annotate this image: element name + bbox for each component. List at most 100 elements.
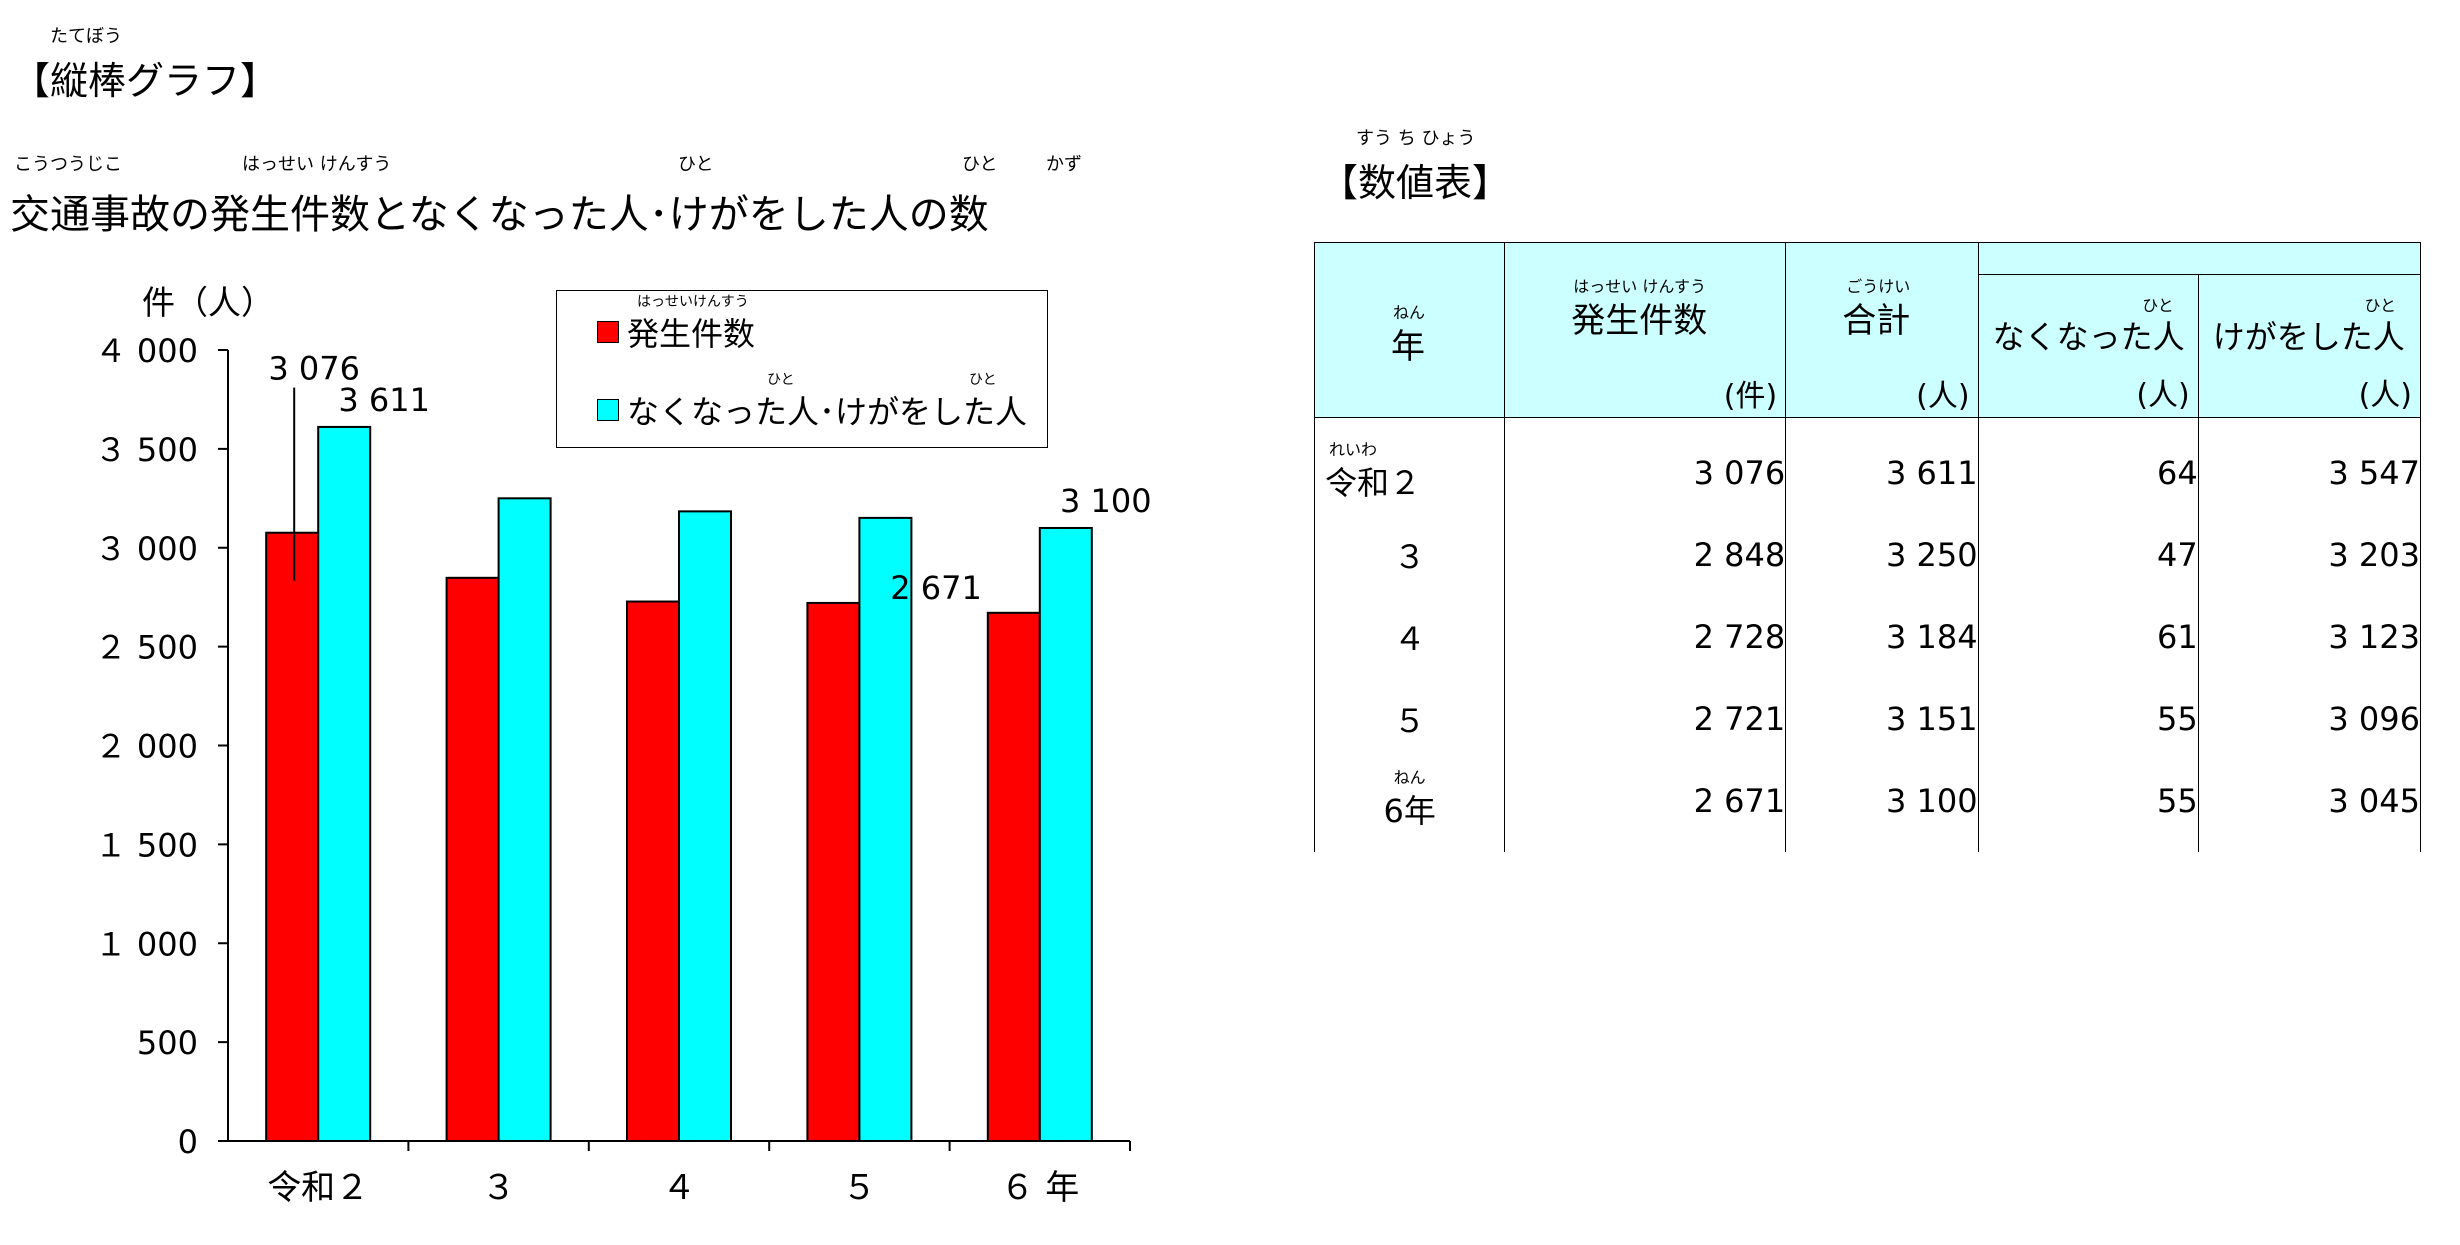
table-row: ねん 6年 2 671 3 100 55 3 045: [1313, 760, 2422, 852]
y-tick-label: ４ 000: [95, 332, 198, 370]
y-tick-label: ２ 000: [95, 728, 198, 766]
cell-total: 3 100: [1785, 760, 1979, 852]
col-deaths-ruby: ひと: [2142, 295, 2174, 315]
cell-deaths: 55: [1977, 760, 2199, 852]
table-row: れいわ 令和２ 3 076 3 611 64 3 547: [1313, 417, 2422, 514]
table-row: ４ 2 728 3 184 61 3 123: [1313, 596, 2422, 678]
bar: [806, 601, 861, 1142]
col-year-ruby: ねん: [1393, 303, 1426, 322]
cell-deaths: 47: [1977, 514, 2199, 596]
col-year-header: ねん 年: [1313, 242, 1506, 418]
col-incidents-label: 発生件数: [1571, 301, 1708, 341]
cell-injuries: 3 123: [2197, 596, 2422, 678]
x-tick-label: ６ 年: [1000, 1168, 1079, 1208]
col-deaths-header: ひと なくなった人 (人): [1977, 273, 2199, 419]
col-injuries-label: けがをした人: [2212, 317, 2405, 356]
col-total-ruby: ごうけい: [1846, 277, 1911, 296]
bar: [265, 531, 320, 1142]
cell-incidents: 3 076: [1504, 417, 1787, 514]
x-tick-label: ５: [842, 1168, 876, 1208]
col-persons-header-top: [1977, 242, 2422, 275]
x-tick-label: 令和２: [267, 1168, 369, 1208]
col-year-label: 年: [1391, 327, 1425, 367]
x-tick-label: ４: [662, 1168, 696, 1208]
cell-year-label: 6年: [1383, 792, 1436, 830]
cell-injuries: 3 096: [2197, 678, 2422, 760]
y-tick-label: 500: [137, 1024, 198, 1062]
bar: [986, 611, 1041, 1142]
cell-incidents: 2 728: [1504, 596, 1787, 678]
chart-title-ruby-4: ひと: [962, 154, 998, 175]
data-label: 3 076: [268, 350, 360, 388]
chart-legend: はっせいけんすう 発生件数 ひと ひと なくなった人･けがをした人: [556, 290, 1048, 448]
cell-deaths: 55: [1977, 678, 2199, 760]
col-injuries-header: ひと けがをした人 (人): [2197, 273, 2422, 419]
cell-year-label: ３: [1393, 538, 1426, 576]
y-axis-label: 件（人）: [142, 283, 274, 322]
y-tick-label: ３ 000: [95, 530, 198, 568]
data-label: 3 100: [1060, 482, 1152, 520]
cell-year-label: ４: [1393, 620, 1426, 658]
cell-year: ３: [1313, 514, 1506, 596]
col-incidents-ruby: はっせい けんすう: [1573, 277, 1707, 296]
bar: [678, 510, 732, 1142]
col-total-header: ごうけい 合計 (人): [1785, 242, 1979, 418]
legend-ruby-2: ひと: [767, 372, 795, 388]
cell-injuries: 3 045: [2197, 760, 2422, 852]
section-table-title: 【数値表】: [1320, 161, 1511, 205]
cell-total: 3 151: [1785, 678, 1979, 760]
section-graph-title: 【縦棒グラフ】: [12, 59, 279, 103]
legend-swatch-incidents: [597, 321, 619, 343]
chart-title-ruby-5: かず: [1046, 154, 1082, 175]
bar: [445, 576, 500, 1143]
legend-ruby-1: はっせいけんすう: [637, 294, 749, 310]
x-tick-label: ３: [482, 1168, 516, 1208]
table-row: ３ 2 848 3 250 47 3 203: [1313, 514, 2422, 596]
cell-year: ４: [1313, 596, 1506, 678]
table-row: ５ 2 721 3 151 55 3 096: [1313, 678, 2422, 760]
cell-year-ruby: ねん: [1393, 768, 1426, 787]
cell-injuries: 3 203: [2197, 514, 2422, 596]
cell-year: ５: [1313, 678, 1506, 760]
values-table: ねん 年 はっせい けんすう 発生件数 (件) ごうけい 合計 (人) ひと な…: [1313, 242, 2422, 852]
data-label: 3 611: [338, 381, 430, 419]
chart-title: 交通事故の発生件数となくなった人･けがをした人の数: [10, 192, 989, 238]
legend-swatch-persons: [597, 399, 619, 421]
section-table-ruby: すう ち ひょう: [1356, 128, 1476, 149]
y-tick-label: １ 500: [95, 826, 198, 864]
y-tick-label: 0: [178, 1123, 198, 1161]
cell-deaths: 61: [1977, 596, 2199, 678]
chart-title-ruby-2: はっせい けんすう: [242, 154, 392, 175]
cell-total: 3 250: [1785, 514, 1979, 596]
cell-year: ねん 6年: [1313, 760, 1506, 852]
col-incidents-unit: (件): [1723, 379, 1778, 414]
section-graph-ruby: たてぼう: [50, 26, 122, 47]
cell-year-ruby: れいわ: [1329, 440, 1378, 459]
legend-label-persons: なくなった人･けがをした人: [627, 393, 1028, 431]
cell-year-label: 令和２: [1325, 464, 1422, 502]
col-total-unit: (人): [1916, 379, 1970, 414]
col-injuries-unit: (人): [2358, 377, 2412, 413]
chart-title-ruby-3: ひと: [678, 154, 714, 175]
col-deaths-label: なくなった人: [1992, 317, 2185, 356]
cell-incidents: 2 671: [1504, 760, 1787, 852]
bar: [497, 497, 552, 1142]
data-label: 2 671: [890, 569, 982, 607]
cell-injuries: 3 547: [2197, 417, 2422, 514]
col-total-label: 合計: [1842, 301, 1911, 341]
bar: [317, 425, 372, 1142]
bar: [1038, 526, 1093, 1143]
cell-incidents: 2 721: [1504, 678, 1787, 760]
legend-label-incidents: 発生件数: [627, 315, 756, 353]
y-tick-label: １ 000: [95, 925, 198, 963]
cell-total: 3 611: [1785, 417, 1979, 514]
y-tick-label: ３ 500: [95, 431, 198, 469]
chart-title-ruby-1: こうつうじこ: [14, 154, 122, 175]
col-injuries-ruby: ひと: [2364, 295, 2396, 315]
bar: [626, 600, 680, 1142]
cell-year-label: ５: [1393, 702, 1426, 740]
cell-total: 3 184: [1785, 596, 1979, 678]
cell-year: れいわ令和２: [1313, 417, 1506, 514]
legend-ruby-3: ひと: [969, 372, 997, 388]
